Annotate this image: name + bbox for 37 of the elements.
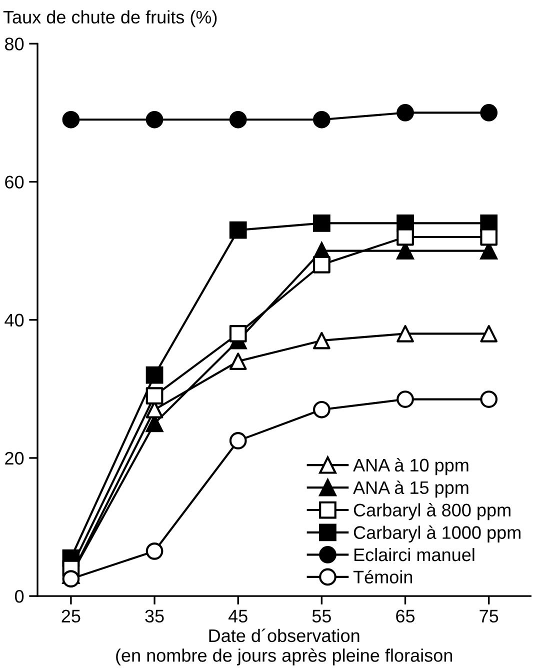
x-tick-label: 65 bbox=[396, 610, 415, 623]
legend-label: Carbaryl à 1000 ppm bbox=[354, 526, 520, 543]
point bbox=[313, 332, 330, 350]
point bbox=[313, 256, 330, 274]
point bbox=[396, 325, 414, 342]
y-tick-label: 60 bbox=[5, 176, 24, 188]
y-tick-label: 20 bbox=[5, 452, 24, 465]
point bbox=[313, 110, 330, 128]
legend-label: Carbaryl à 800 ppm bbox=[354, 503, 510, 520]
point bbox=[146, 387, 164, 405]
y-axis-title: Taux de chute de fruits (%) bbox=[3, 10, 217, 28]
point bbox=[396, 104, 414, 122]
x-tick-label: 35 bbox=[145, 610, 164, 623]
x-tick-label: 45 bbox=[228, 610, 248, 623]
point bbox=[396, 228, 414, 246]
x-tick-label: 75 bbox=[480, 610, 498, 623]
legend-label: Témoin bbox=[353, 570, 412, 584]
point bbox=[313, 214, 330, 232]
point bbox=[229, 325, 247, 342]
legend-label: ANA à 10 ppm bbox=[353, 458, 468, 476]
y-tick-label: 40 bbox=[4, 314, 24, 327]
point bbox=[146, 110, 164, 128]
point bbox=[480, 228, 498, 246]
y-tick-label: 80 bbox=[5, 38, 24, 50]
y-tick-label: 0 bbox=[14, 590, 24, 603]
legend-label: ANA à 15 ppm bbox=[353, 480, 468, 498]
point bbox=[146, 366, 164, 384]
legend-label: Eclairci manuel bbox=[354, 548, 474, 562]
point bbox=[62, 110, 80, 128]
point bbox=[480, 325, 498, 342]
point bbox=[480, 104, 498, 122]
point bbox=[229, 221, 247, 239]
x-tick-label: 25 bbox=[62, 610, 80, 623]
point bbox=[229, 352, 247, 370]
x-axis-title: Date d´observation (en nombre de jours après pleine floraison bbox=[116, 628, 452, 666]
x-tick-label: 55 bbox=[312, 610, 331, 623]
point bbox=[229, 110, 247, 128]
